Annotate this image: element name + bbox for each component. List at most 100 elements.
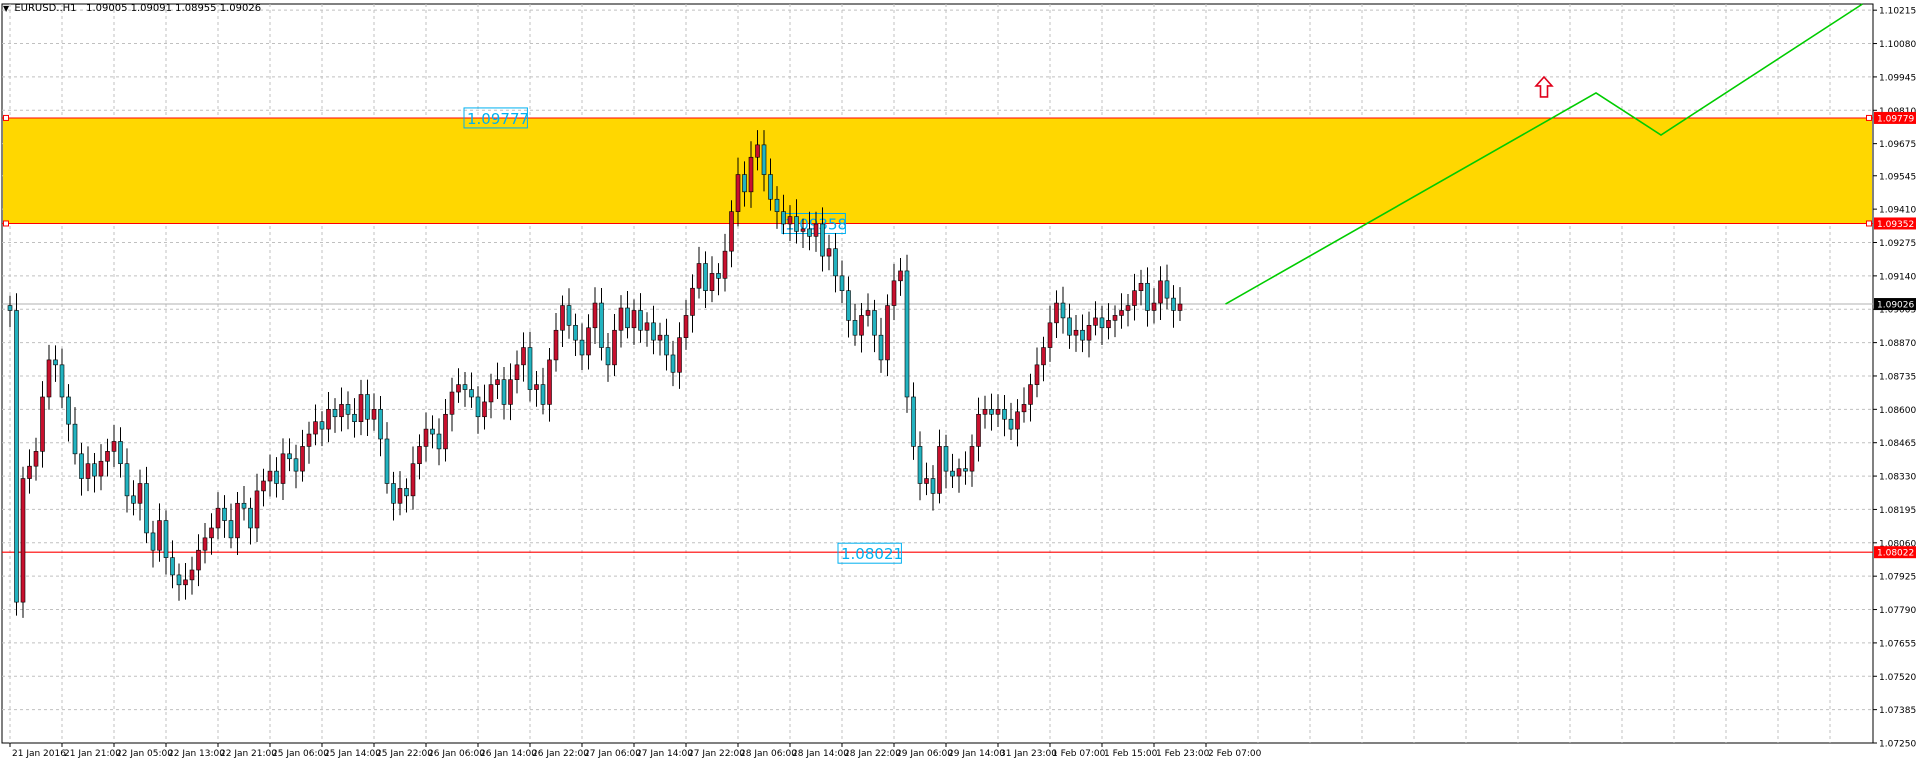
x-tick-label: 27 Jan 14:00 <box>636 749 693 759</box>
candle-body <box>53 359 58 366</box>
candle-body <box>66 396 71 425</box>
candle-body <box>358 394 364 422</box>
x-tick-label: 22 Jan 13:00 <box>168 749 225 759</box>
candle-body <box>235 502 240 539</box>
candle-body <box>911 396 916 447</box>
candle-body <box>917 446 923 484</box>
candle-body <box>618 307 624 331</box>
support-level-label-box <box>837 542 902 564</box>
candle-body <box>404 488 409 497</box>
candle-body <box>352 413 357 422</box>
candle-body <box>209 527 214 539</box>
x-tick-label: 2 Feb 07:00 <box>1208 749 1262 759</box>
x-tick-label: 1 Feb 23:00 <box>1156 749 1210 759</box>
candle-body <box>488 384 494 403</box>
x-tick-label: 26 Jan 22:00 <box>532 749 589 759</box>
candle-body <box>813 223 819 237</box>
candle-body <box>904 270 910 398</box>
zone-bottom-price-tag: 1.09352 <box>1877 220 1914 230</box>
candle-body <box>326 409 331 430</box>
candle-body <box>410 463 416 497</box>
candle-body <box>709 273 715 292</box>
x-tick-label: 1 Feb 07:00 <box>1052 749 1106 759</box>
candle-body <box>202 537 208 551</box>
candle-body <box>92 463 97 477</box>
candle-body <box>1132 290 1137 306</box>
candle-body <box>1093 317 1098 326</box>
candle-body <box>456 384 461 393</box>
candle-body <box>651 322 656 341</box>
up-arrow-icon <box>1534 75 1554 98</box>
candle-body <box>501 379 507 405</box>
candle-body <box>852 320 858 336</box>
candle-body <box>150 532 156 551</box>
candle-body <box>1177 303 1183 311</box>
candle-body <box>677 337 682 373</box>
triangle-down-icon[interactable]: ▼ <box>3 4 10 13</box>
candle-body <box>521 347 526 366</box>
y-tick-label: 1.07655 <box>1879 639 1916 649</box>
zone-top-level-label-box <box>463 107 528 129</box>
candle-body <box>170 557 175 576</box>
candle-body <box>586 327 591 356</box>
candle-body <box>33 451 39 467</box>
candle-body <box>963 468 968 472</box>
zone-bottom-price-tag-bg <box>1874 217 1916 230</box>
x-tick-label: 31 Jan 23:00 <box>1000 749 1057 759</box>
candle-body <box>820 223 825 257</box>
candle-body <box>787 216 793 225</box>
candle-body <box>1145 282 1150 311</box>
candle-body <box>1021 404 1027 413</box>
candle-body <box>742 174 747 193</box>
x-tick-label: 21 Jan 21:00 <box>64 749 121 759</box>
candle-body <box>332 409 338 418</box>
candle-body <box>313 421 318 435</box>
support-level-label: 1.08021 <box>841 545 903 563</box>
candle-body <box>7 305 13 311</box>
x-tick-label: 29 Jan 14:00 <box>948 749 1005 759</box>
x-tick-label: 26 Jan 14:00 <box>480 749 537 759</box>
candle-body <box>131 495 136 504</box>
candle-body <box>215 507 221 529</box>
candle-body <box>241 502 247 509</box>
candle-body <box>540 384 546 405</box>
candle-body <box>690 287 695 316</box>
y-tick-label: 1.08870 <box>1879 339 1916 349</box>
candle-body <box>274 470 279 484</box>
candle-body <box>612 329 617 366</box>
candle-body <box>417 446 422 465</box>
candle-body <box>436 433 442 450</box>
candle-body <box>183 579 188 586</box>
y-tick-label: 1.10215 <box>1879 7 1916 17</box>
plot-frame <box>1 3 1874 744</box>
candle-body <box>1041 347 1046 366</box>
x-tick-label: 25 Jan 22:00 <box>376 749 433 759</box>
candle-body <box>1047 322 1053 348</box>
candle-body <box>261 480 266 492</box>
y-tick-label: 1.07385 <box>1879 706 1916 716</box>
x-tick-label: 28 Jan 06:00 <box>740 749 797 759</box>
x-tick-label: 25 Jan 06:00 <box>272 749 329 759</box>
candle-body <box>423 428 429 447</box>
candle-body <box>826 248 832 257</box>
candle-body <box>1125 305 1131 311</box>
candle-body <box>300 446 305 472</box>
candle-body <box>306 433 312 447</box>
candle-body <box>27 465 32 479</box>
candle-body <box>163 520 169 558</box>
candle-body <box>248 507 253 529</box>
candle-body <box>1008 418 1014 430</box>
candle-body <box>579 339 585 356</box>
candle-body <box>40 396 45 452</box>
candle-body <box>137 483 143 504</box>
candle-body <box>644 322 650 331</box>
candle-body <box>956 468 962 477</box>
y-tick-label: 1.08060 <box>1879 539 1916 549</box>
candle-body <box>794 216 799 232</box>
candle-body <box>443 413 448 450</box>
candle-body <box>807 228 812 237</box>
candle-body <box>397 488 403 504</box>
candle-body <box>683 315 689 338</box>
